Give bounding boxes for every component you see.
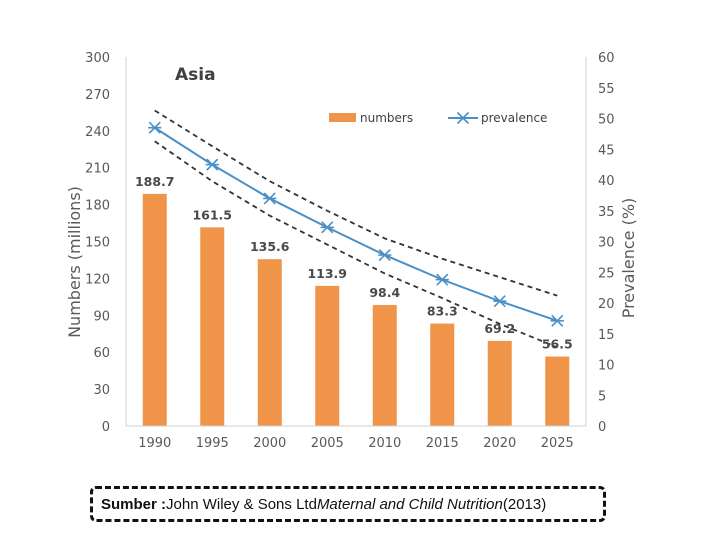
bar	[200, 227, 225, 426]
x-tick-label: 2025	[541, 436, 574, 451]
y-axis-title: Numbers (millions)	[65, 186, 84, 338]
y-axis-right-title: Prevalence (%)	[619, 198, 638, 319]
y-tick-label: 180	[85, 199, 110, 214]
bar-data-label: 135.6	[250, 239, 290, 254]
y-right-tick-label: 25	[598, 266, 615, 281]
prevalence-line-path	[154, 126, 558, 322]
y-tick-label: 210	[85, 162, 110, 177]
y-tick-label: 150	[85, 236, 110, 251]
legend: numbers prevalence	[329, 111, 547, 125]
ticks: 0306090120150180210240270300051015202530…	[85, 51, 614, 451]
source-prefix: Sumber :	[101, 495, 167, 513]
band-lower	[154, 140, 558, 349]
prevalence-point	[320, 221, 334, 234]
bar	[372, 304, 397, 426]
source-year: (2013)	[502, 495, 547, 513]
legend-swatch-numbers	[329, 113, 356, 122]
bar-data-label: 98.4	[369, 285, 400, 300]
prevalence-point	[263, 192, 277, 205]
source-journal: Maternal and Child Nutrition	[316, 495, 503, 513]
y-right-tick-label: 40	[598, 174, 615, 189]
y-right-tick-label: 10	[598, 359, 615, 374]
legend-label-numbers: numbers	[360, 111, 413, 125]
y-right-tick-label: 0	[598, 420, 606, 435]
y-right-tick-label: 5	[598, 389, 606, 404]
chart: 188.7 161.5 135.6 113.9 98.4 83.3 69.2 56.5 0 30…	[65, 51, 638, 451]
x-tick-label: 2010	[368, 436, 401, 451]
y-right-tick-label: 35	[598, 205, 615, 220]
bar-data-label: 188.7	[135, 174, 175, 189]
bar-data-label: 69.2	[484, 321, 515, 336]
y-tick-label: 90	[93, 309, 110, 324]
x-tick-label: 1995	[196, 436, 229, 451]
bar	[257, 259, 282, 426]
prevalence-point	[148, 121, 162, 134]
x-tick-label: 1990	[138, 436, 171, 451]
y-right-tick-label: 50	[598, 113, 615, 128]
bar-data-label: 56.5	[542, 337, 573, 352]
bar	[315, 285, 340, 426]
x-tick-label: 2005	[311, 436, 344, 451]
bar	[487, 340, 512, 426]
y-tick-label: 240	[85, 125, 110, 140]
bars: 188.7 161.5 135.6 113.9 98.4 83.3 69.2 56.5	[135, 174, 573, 426]
bar	[142, 193, 167, 426]
bar	[545, 356, 570, 426]
source-citation: Sumber : John Wiley & Sons Ltd Maternal …	[90, 486, 606, 522]
x-tick-label: 2020	[483, 436, 516, 451]
prevalence-line	[148, 121, 564, 327]
y-tick-label: 30	[93, 383, 110, 398]
axes	[125, 57, 587, 427]
y-right-tick-label: 55	[598, 82, 615, 97]
y-tick-label: 0	[102, 420, 110, 435]
legend-marker-prevalence	[456, 111, 470, 125]
y-right-tick-label: 60	[598, 51, 615, 66]
source-publisher: John Wiley & Sons Ltd	[166, 495, 317, 513]
prevalence-point	[435, 273, 449, 286]
prevalence-point	[493, 295, 507, 308]
prevalence-point	[205, 158, 219, 171]
bar	[430, 323, 455, 426]
x-tick-label: 2000	[253, 436, 286, 451]
y-tick-label: 60	[93, 346, 110, 361]
chart-title: Asia	[175, 65, 216, 85]
bar-data-label: 113.9	[307, 266, 347, 281]
legend-star	[456, 111, 470, 125]
legend-label-prevalence: prevalence	[481, 111, 547, 125]
x-tick-label: 2015	[426, 436, 459, 451]
confidence-band	[154, 109, 558, 349]
bar-data-label: 83.3	[427, 304, 458, 319]
y-right-tick-label: 45	[598, 143, 615, 158]
y-tick-label: 270	[85, 88, 110, 103]
y-tick-label: 300	[85, 51, 110, 66]
prevalence-point	[378, 248, 392, 262]
y-tick-label: 120	[85, 272, 110, 287]
bar-data-label: 161.5	[192, 207, 232, 222]
y-right-tick-label: 15	[598, 328, 615, 343]
y-right-tick-label: 20	[598, 297, 615, 312]
prevalence-point	[550, 314, 564, 327]
y-right-tick-label: 30	[598, 236, 615, 251]
